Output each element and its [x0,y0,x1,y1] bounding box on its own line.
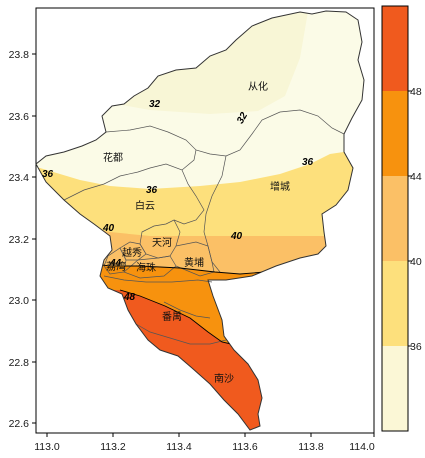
district-labels: 从化 花都 白云 增城 天河 越秀 荔湾 海珠 黄埔 番禺 南沙 [103,80,290,385]
district-label-yuexiu: 越秀 [122,246,142,259]
y-axis-labels: 22.6 22.8 23.0 23.2 23.4 23.6 23.8 [9,49,30,430]
district-label-haizhu: 海珠 [136,261,156,274]
border-huangpu [175,241,215,277]
district-label-panyu: 番禺 [162,311,182,323]
y-tick-label: 23.0 [9,295,30,307]
isotherm-label-32b: 32 [235,110,250,126]
border-panyu-nansha [135,323,227,345]
colorbar-band-44-48 [382,91,408,176]
border-panyu-inner [163,301,211,319]
x-tick-label: 113.0 [34,441,60,453]
colorbar-label-36: 36 [410,341,422,353]
colorbar-band-36-40 [382,261,408,346]
y-tick-label: 22.6 [9,418,30,430]
border-baiyun-inner [173,169,205,225]
x-tick-label: 113.2 [100,441,126,453]
colorbar-band-lt36 [382,346,408,431]
y-tick-label: 23.8 [9,49,30,61]
border-huadu-baiyun [63,149,197,201]
district-borders [63,109,345,345]
isotherm-label-40b: 40 [230,231,243,242]
isotherm-label-48: 48 [123,292,136,303]
x-tick-label: 113.6 [232,441,258,453]
isotherm-lines [79,261,291,347]
district-label-liwan: 荔湾 [106,260,126,273]
colorbar: 48 44 40 36 [381,5,422,432]
isotherm-48 [119,289,241,347]
x-axis-labels: 113.0 113.2 113.4 113.6 113.8 114.0 [34,441,375,453]
isotherm-label-36c: 36 [302,157,314,168]
district-label-zengcheng: 增城 [270,180,290,193]
y-tick-label: 23.2 [9,234,30,246]
isotherm-label-36a: 36 [42,169,54,180]
isotherm-label-36b: 36 [146,185,158,196]
guangzhou-outline [35,10,365,431]
district-label-tianhe: 天河 [152,237,172,249]
y-axis [32,53,36,424]
district-label-baiyun: 白云 [135,199,155,212]
border-haizhu [123,255,177,279]
district-label-conghua: 从化 [248,80,268,93]
colorbar-label-44: 44 [410,171,422,183]
y-tick-label: 23.6 [9,111,30,123]
district-label-huangpu: 黄埔 [184,256,204,269]
district-label-nansha: 南沙 [214,372,234,385]
colorbar-label-40: 40 [410,256,422,268]
isotherm-label-44: 44 [109,258,122,269]
x-tick-label: 113.4 [166,441,192,453]
isotherm-label-40a: 40 [102,223,115,234]
x-tick-label: 114.0 [349,441,375,453]
y-tick-label: 22.8 [9,357,30,369]
border-haizhu-panyu [103,275,213,283]
y-tick-label: 23.4 [9,172,30,184]
isotherm-labels: 32 32 36 36 36 40 40 44 48 [42,99,314,303]
x-tick-label: 113.8 [298,441,324,453]
x-axis [46,433,375,437]
colorbar-label-48: 48 [410,86,422,98]
border-conghua-huadu [105,109,345,157]
isotherm-44 [79,261,291,275]
district-label-huadu: 花都 [103,151,123,164]
colorbar-frame [381,5,409,432]
colorbar-band-gt48 [382,6,408,91]
colorbar-band-40-44 [382,176,408,261]
isotherm-label-32a: 32 [149,99,161,110]
